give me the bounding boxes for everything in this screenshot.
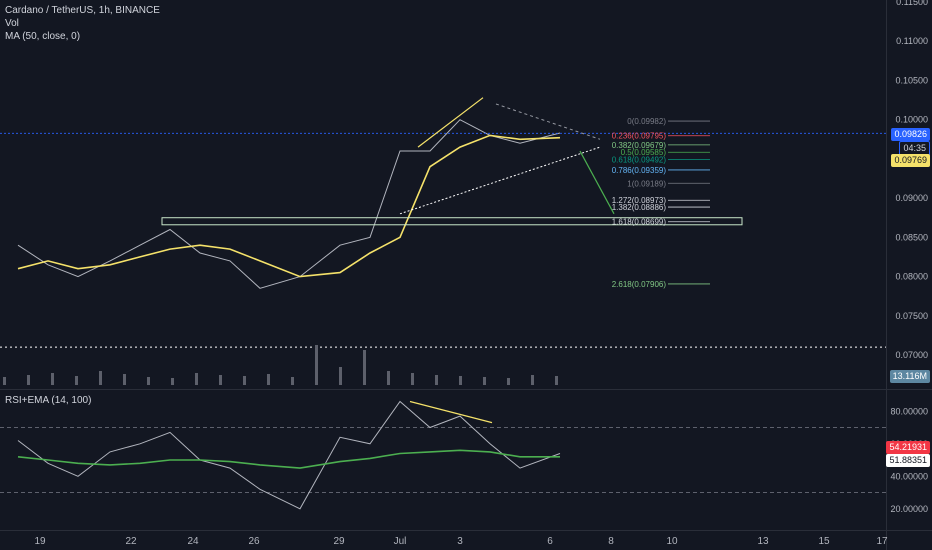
volume-legend[interactable]: Vol bbox=[5, 18, 19, 29]
price-tick-label: 0.10500 bbox=[895, 75, 928, 85]
volume-bar bbox=[27, 375, 30, 385]
volume-value-tag: 13.116M bbox=[889, 370, 930, 383]
price-tick-label: 0.09000 bbox=[895, 193, 928, 203]
price-tick-label: 0.07000 bbox=[895, 350, 928, 360]
fib-level-label: 1.272(0.08973) bbox=[612, 196, 667, 205]
fib-level-label: 0.5(0.09585) bbox=[621, 148, 667, 157]
time-tick-label: Jul bbox=[394, 536, 407, 547]
rsi-legend[interactable]: RSI+EMA (14, 100) bbox=[5, 395, 92, 406]
rsi-ema-value-tag: 51.88351 bbox=[886, 454, 930, 467]
fib-level-label: 0.786(0.09359) bbox=[612, 166, 667, 175]
price-tick-label: 0.10000 bbox=[895, 115, 928, 125]
volume-bar bbox=[267, 374, 270, 385]
volume-bar bbox=[459, 376, 462, 385]
fib-level-label: 1(0.09189) bbox=[627, 179, 666, 188]
volume-bar bbox=[483, 377, 486, 385]
time-tick-label: 17 bbox=[876, 536, 888, 547]
volume-bar bbox=[171, 378, 174, 385]
wedge-upper-trendline bbox=[417, 97, 484, 148]
volume-bar bbox=[123, 374, 126, 385]
volume-bar bbox=[291, 377, 294, 385]
rsi-tick-label: 80.00000 bbox=[890, 406, 928, 416]
volume-bar bbox=[195, 373, 198, 385]
volume-bar bbox=[339, 367, 342, 385]
volume-bar bbox=[147, 377, 150, 385]
time-tick-label: 15 bbox=[818, 536, 830, 547]
price-tick-label: 0.11000 bbox=[896, 36, 928, 46]
time-tick-label: 6 bbox=[547, 536, 553, 547]
fib-level-label: 0.236(0.09795) bbox=[612, 132, 667, 141]
wedge-lower-trendline bbox=[399, 146, 601, 215]
fib-level-label: 1.382(0.08886) bbox=[612, 203, 667, 212]
ma-value-tag: 0.09769 bbox=[891, 154, 930, 167]
price-tick-label: 0.08000 bbox=[895, 272, 928, 282]
volume-bar bbox=[531, 375, 534, 385]
fib-level-label: 0(0.09982) bbox=[627, 117, 666, 126]
fib-level-label: 1.618(0.08699) bbox=[612, 218, 667, 227]
time-tick-label: 10 bbox=[666, 536, 678, 547]
ma-legend[interactable]: MA (50, close, 0) bbox=[5, 31, 81, 42]
rsi-tick-label: 20.00000 bbox=[890, 504, 928, 514]
time-tick-label: 29 bbox=[333, 536, 345, 547]
rsi-line bbox=[17, 400, 561, 510]
volume-bar bbox=[411, 373, 414, 385]
volume-bar bbox=[555, 376, 558, 385]
volume-bar bbox=[3, 377, 6, 385]
time-tick-label: 22 bbox=[125, 536, 137, 547]
rsi-divergence-line bbox=[409, 400, 493, 424]
volume-bar bbox=[507, 378, 510, 385]
wedge-dashed-trendline bbox=[495, 103, 601, 140]
time-tick-label: 13 bbox=[757, 536, 769, 547]
price-tick-label: 0.11500 bbox=[896, 0, 928, 7]
rsi-value-tag: 54.21931 bbox=[886, 441, 930, 454]
time-tick-label: 8 bbox=[608, 536, 614, 547]
volume-bar bbox=[75, 376, 78, 385]
last-price-tag: 0.09826 bbox=[891, 128, 930, 141]
volume-bar bbox=[363, 350, 366, 385]
fib-level-label: 0.382(0.09679) bbox=[612, 141, 667, 150]
price-tick-label: 0.07500 bbox=[895, 311, 928, 321]
volume-bar bbox=[219, 375, 222, 385]
volume-bar bbox=[435, 375, 438, 385]
time-tick-label: 24 bbox=[187, 536, 199, 547]
fib-level-label: 0.618(0.09492) bbox=[612, 156, 667, 165]
support-zone-box bbox=[161, 217, 743, 226]
time-tick-label: 19 bbox=[34, 536, 46, 547]
countdown-tag: 04:35 bbox=[899, 141, 930, 156]
symbol-legend[interactable]: Cardano / TetherUS, 1h, BINANCE bbox=[5, 5, 160, 16]
volume-bar bbox=[315, 345, 318, 385]
volume-bar bbox=[243, 376, 246, 385]
time-tick-label: 26 bbox=[248, 536, 260, 547]
volume-bar bbox=[387, 371, 390, 385]
time-tick-label: 3 bbox=[457, 536, 463, 547]
fib-level-label: 2.618(0.07906) bbox=[612, 280, 667, 289]
rsi-tick-label: 40.00000 bbox=[890, 471, 928, 481]
projection-arrow bbox=[579, 150, 615, 215]
rsi-ema-line bbox=[17, 449, 560, 469]
price-tick-label: 0.08500 bbox=[895, 232, 928, 242]
ma-series-line bbox=[17, 134, 561, 278]
volume-bar bbox=[51, 373, 54, 385]
volume-bar bbox=[99, 371, 102, 385]
price-series-line bbox=[17, 119, 561, 289]
